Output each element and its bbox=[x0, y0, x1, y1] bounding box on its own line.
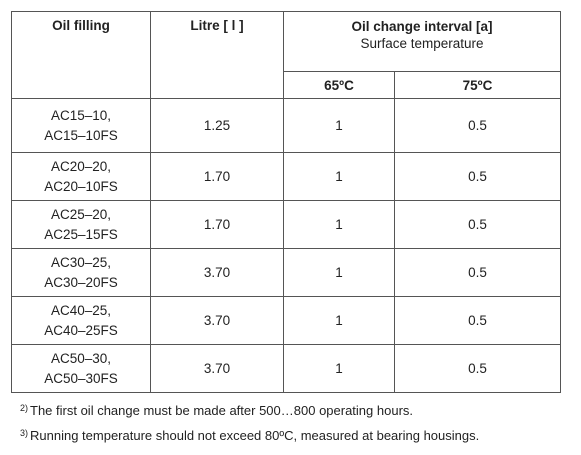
header-interval-title: Oil change interval [a] bbox=[351, 19, 493, 34]
interval-65-cell: 1 bbox=[283, 152, 395, 201]
litre-cell: 3.70 bbox=[150, 248, 284, 297]
interval-65-cell: 1 bbox=[283, 200, 395, 249]
model-name-fs: AC15–10FS bbox=[44, 127, 118, 143]
model-cell: AC40–25, AC40–25FS bbox=[11, 296, 151, 345]
header-surface-temperature: Surface temperature bbox=[360, 36, 484, 51]
footnote-mark: 2) bbox=[20, 403, 29, 413]
model-name: AC40–25, bbox=[50, 302, 112, 318]
footnote-first-oil-change: 2) The first oil change must be made afte… bbox=[20, 403, 413, 418]
interval-75-cell: 0.5 bbox=[393, 344, 562, 393]
litre-cell: 3.70 bbox=[150, 296, 284, 345]
interval-65-cell: 1 bbox=[283, 98, 395, 153]
litre-cell: 1.70 bbox=[150, 152, 284, 201]
table-row: AC50–30, AC50–30FS 3.70 1 0.5 bbox=[11, 344, 562, 393]
model-cell: AC50–30, AC50–30FS bbox=[11, 344, 151, 393]
litre-cell: 3.70 bbox=[150, 344, 284, 393]
interval-75-cell: 0.5 bbox=[393, 200, 562, 249]
interval-65-cell: 1 bbox=[283, 296, 395, 345]
footnote-mark: 3) bbox=[20, 428, 29, 438]
interval-65-cell: 1 bbox=[283, 248, 395, 297]
table-row: AC25–20, AC25–15FS 1.70 1 0.5 bbox=[11, 200, 562, 249]
table-row: AC40–25, AC40–25FS 3.70 1 0.5 bbox=[11, 296, 562, 345]
interval-75-cell: 0.5 bbox=[393, 98, 562, 153]
interval-75-cell: 0.5 bbox=[393, 248, 562, 297]
model-name: AC25–20, bbox=[50, 206, 112, 222]
oil-specification-table: Oil filling Litre [ l ] Oil change inter… bbox=[11, 11, 562, 393]
model-name: AC15–10, bbox=[50, 107, 112, 123]
model-name-fs: AC25–15FS bbox=[44, 226, 118, 242]
model-name-fs: AC50–30FS bbox=[44, 370, 118, 386]
model-cell: AC30–25, AC30–20FS bbox=[11, 248, 151, 297]
table-row: AC30–25, AC30–20FS 3.70 1 0.5 bbox=[11, 248, 562, 297]
litre-cell: 1.70 bbox=[150, 200, 284, 249]
model-name-fs: AC30–20FS bbox=[44, 274, 118, 290]
table-row: AC15–10, AC15–10FS 1.25 1 0.5 bbox=[11, 98, 562, 153]
footnote-running-temperature: 3) Running temperature should not exceed … bbox=[20, 428, 479, 443]
interval-75-cell: 0.5 bbox=[393, 296, 562, 345]
model-name-fs: AC40–25FS bbox=[44, 322, 118, 338]
header-temp-75: 75ºC bbox=[393, 71, 562, 99]
model-cell: AC25–20, AC25–15FS bbox=[11, 200, 151, 249]
table-row: AC20–20, AC20–10FS 1.70 1 0.5 bbox=[11, 152, 562, 201]
footnote-text: Running temperature should not exceed 80… bbox=[30, 428, 480, 443]
model-cell: AC15–10, AC15–10FS bbox=[11, 98, 151, 153]
header-oil-filling: Oil filling bbox=[11, 11, 151, 99]
interval-75-cell: 0.5 bbox=[393, 152, 562, 201]
header-oil-change-interval: Oil change interval [a] Surface temperat… bbox=[282, 11, 562, 72]
footnote-text: The first oil change must be made after … bbox=[30, 403, 414, 418]
interval-65-cell: 1 bbox=[283, 344, 395, 393]
model-name: AC30–25, bbox=[50, 254, 112, 270]
model-cell: AC20–20, AC20–10FS bbox=[11, 152, 151, 201]
header-litre: Litre [ l ] bbox=[150, 11, 284, 99]
header-temp-65: 65ºC bbox=[283, 71, 395, 99]
litre-cell: 1.25 bbox=[150, 98, 284, 153]
model-name-fs: AC20–10FS bbox=[44, 178, 118, 194]
model-name: AC20–20, bbox=[50, 158, 112, 174]
model-name: AC50–30, bbox=[50, 350, 112, 366]
